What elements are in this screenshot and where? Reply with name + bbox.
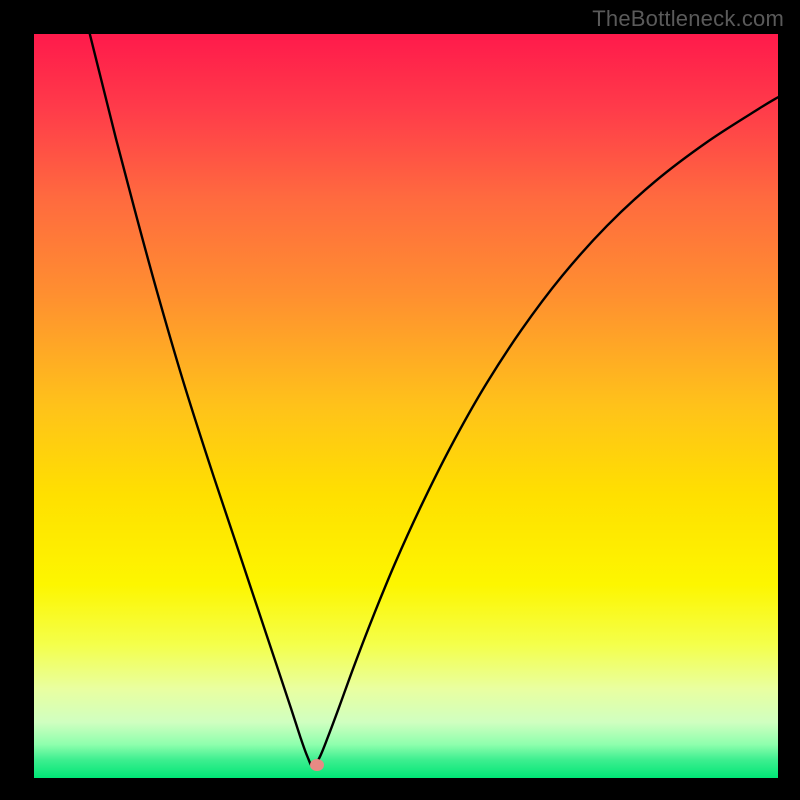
chart-frame: TheBottleneck.com: [0, 0, 800, 800]
watermark-text: TheBottleneck.com: [592, 6, 784, 32]
plot-area: [34, 34, 778, 778]
bottleneck-curve: [34, 34, 778, 778]
optimum-marker: [310, 759, 324, 771]
